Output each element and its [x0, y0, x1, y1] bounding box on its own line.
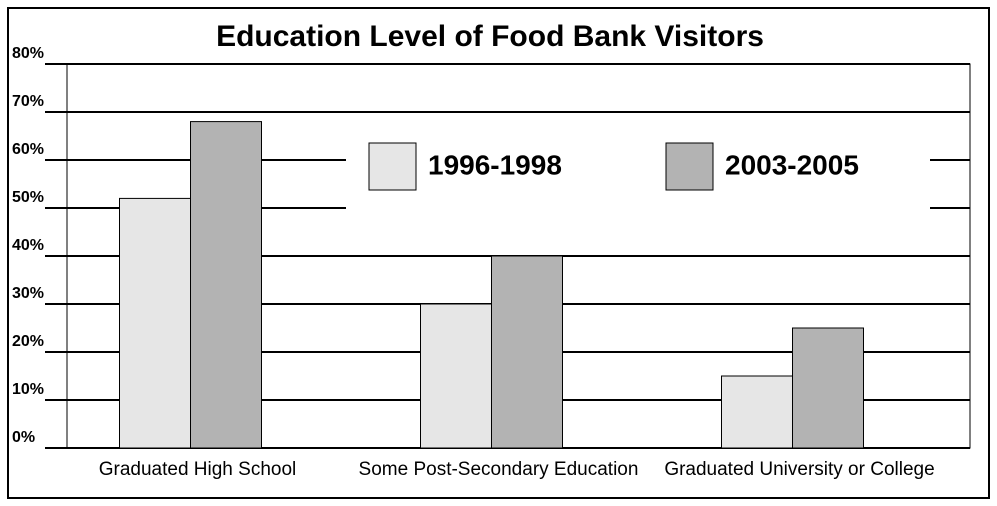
y-tick-label: 30% [12, 285, 44, 302]
chart-title: Education Level of Food Bank Visitors [216, 20, 764, 53]
y-tick-label: 80% [12, 45, 44, 62]
legend-label: 2003-2005 [725, 149, 859, 180]
y-tick-label: 20% [12, 333, 44, 350]
y-tick-label: 60% [12, 141, 44, 158]
y-tick-label: 0% [12, 429, 35, 446]
legend-swatch [665, 142, 714, 191]
legend-label: 1996-1998 [428, 149, 562, 180]
x-tick-label: Graduated University or College [664, 459, 934, 480]
x-tick-label: Graduated High School [99, 459, 297, 480]
legend-swatch [368, 142, 417, 191]
bar [721, 375, 793, 449]
legend-box [346, 134, 930, 212]
bar [119, 197, 191, 449]
bar [491, 255, 563, 449]
y-tick-label: 10% [12, 381, 44, 398]
bar [190, 121, 262, 449]
bar [792, 327, 864, 449]
y-tick-label: 40% [12, 237, 44, 254]
x-tick-label: Some Post-Secondary Education [359, 459, 639, 480]
bar [420, 303, 492, 449]
y-tick-label: 50% [12, 189, 44, 206]
y-tick-label: 70% [12, 93, 44, 110]
